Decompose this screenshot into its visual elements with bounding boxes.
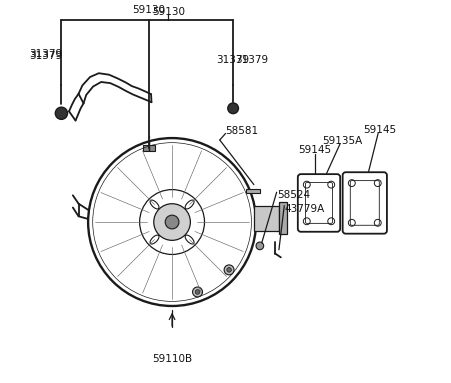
Text: 59145: 59145 xyxy=(364,125,396,135)
Circle shape xyxy=(165,215,179,229)
Ellipse shape xyxy=(185,235,194,244)
Circle shape xyxy=(154,204,190,241)
Text: 31379: 31379 xyxy=(30,49,63,59)
Text: 59130: 59130 xyxy=(152,7,185,17)
Ellipse shape xyxy=(150,200,159,209)
Bar xyxy=(246,189,260,193)
Circle shape xyxy=(224,265,234,275)
Text: 31379: 31379 xyxy=(235,55,268,65)
Text: 31379: 31379 xyxy=(30,51,63,61)
FancyBboxPatch shape xyxy=(143,144,155,151)
Circle shape xyxy=(227,268,231,272)
Bar xyxy=(279,202,286,234)
Circle shape xyxy=(193,287,202,297)
Bar xyxy=(254,206,279,231)
Circle shape xyxy=(256,242,264,250)
Text: 59135A: 59135A xyxy=(322,136,362,146)
Text: 58581: 58581 xyxy=(226,126,258,136)
Text: 31379: 31379 xyxy=(216,55,250,65)
Circle shape xyxy=(195,290,200,294)
Ellipse shape xyxy=(185,200,194,209)
Text: 58524: 58524 xyxy=(277,190,310,200)
Text: 59110B: 59110B xyxy=(152,354,192,364)
Ellipse shape xyxy=(150,235,159,244)
Text: 43779A: 43779A xyxy=(285,204,325,214)
Text: 59145: 59145 xyxy=(299,146,332,155)
Circle shape xyxy=(228,103,239,114)
Circle shape xyxy=(55,107,68,119)
Text: 59130: 59130 xyxy=(133,5,166,15)
